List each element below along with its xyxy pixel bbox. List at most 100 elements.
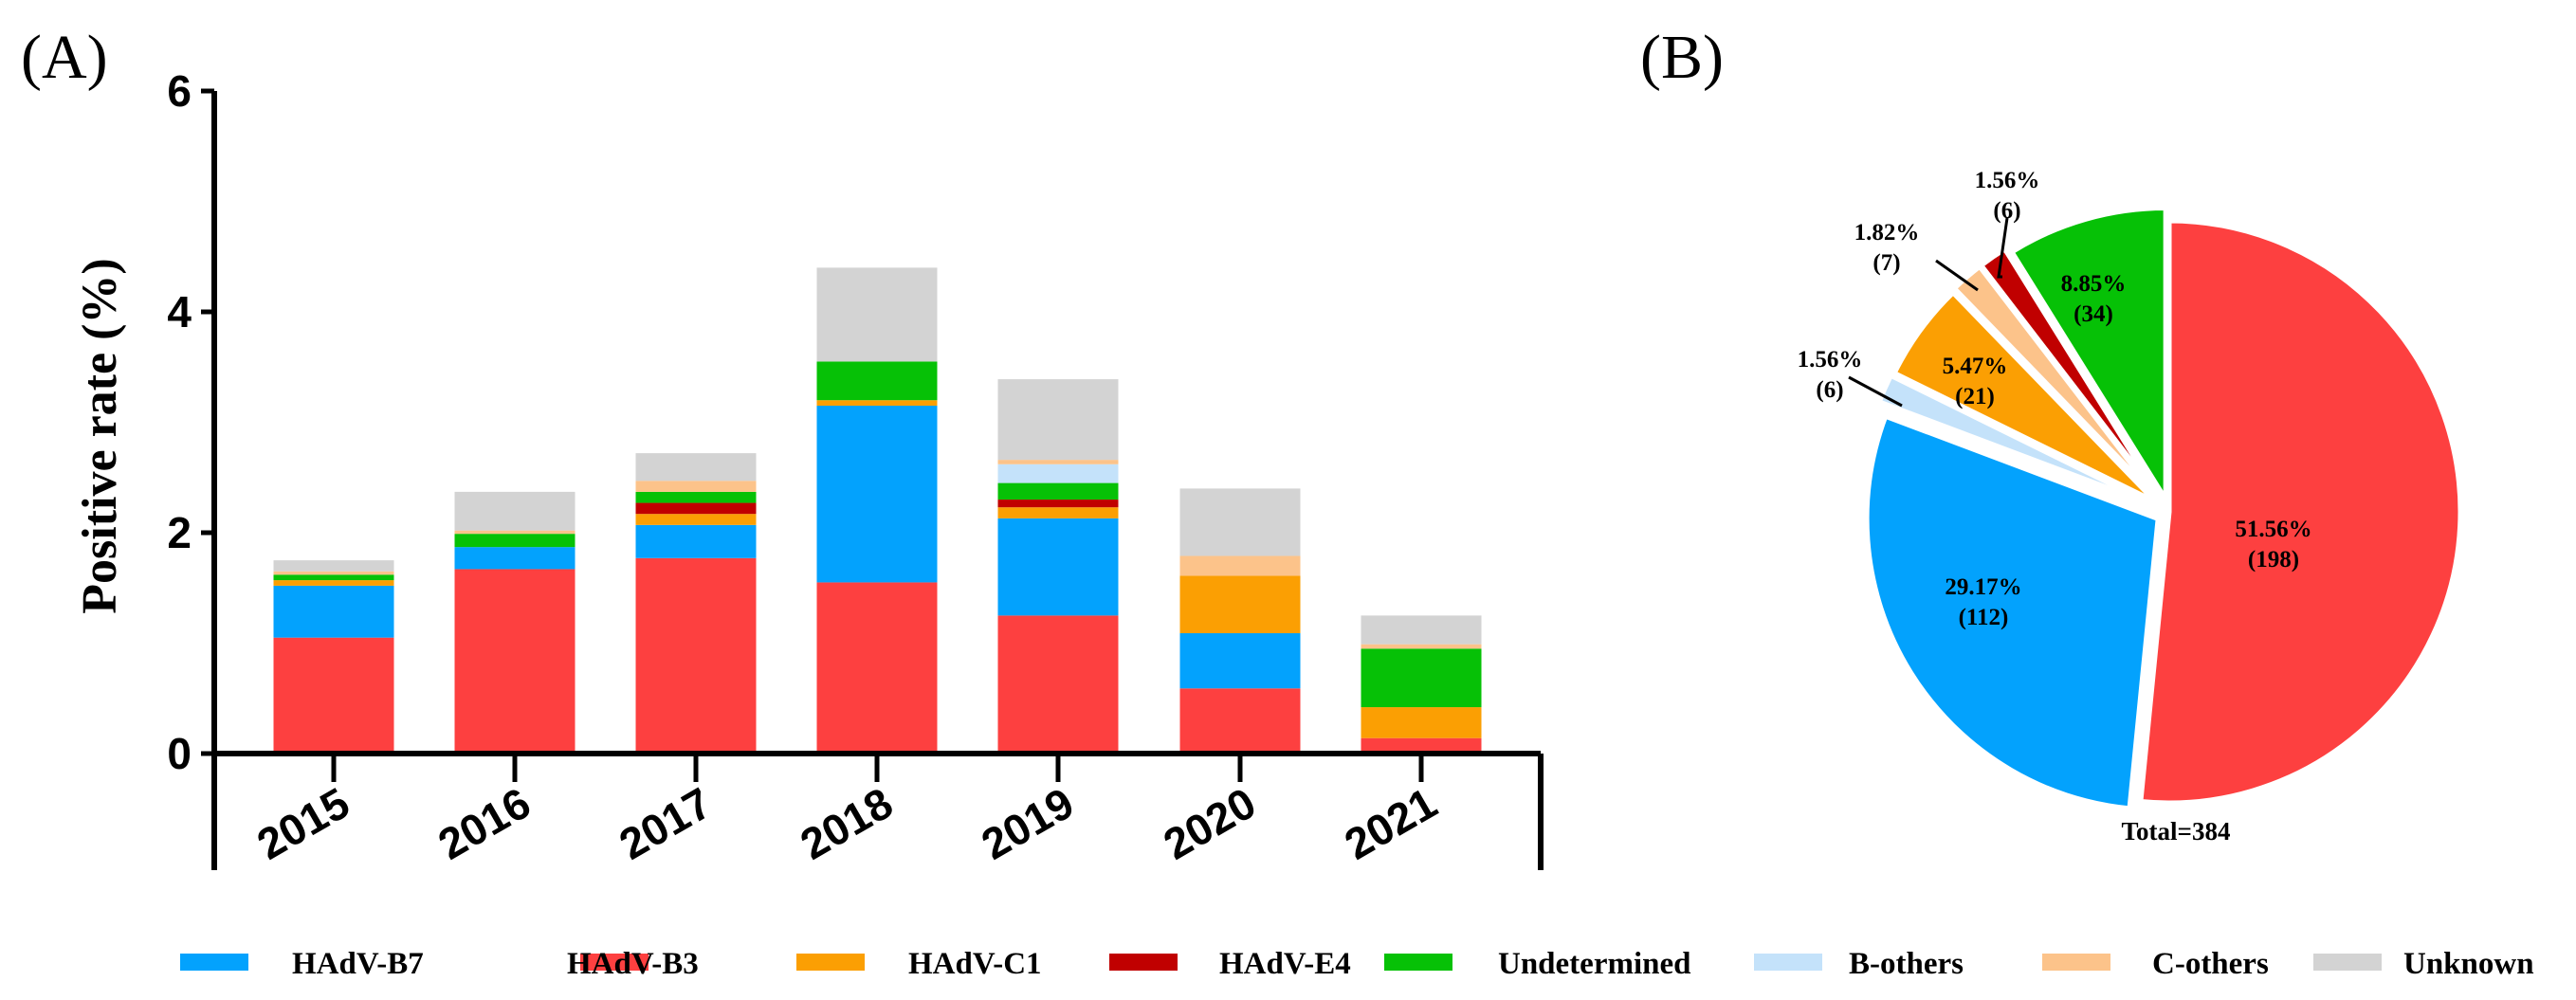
panel-a-label: (A)	[21, 23, 108, 92]
bar-c-others-2020	[1179, 555, 1301, 576]
bar-unknown-2021	[1361, 615, 1482, 645]
pie-slice-hadv-b3	[2138, 218, 2463, 806]
pie-percent-b-others: 1.56%	[1798, 347, 1863, 373]
bar-hadv-b3-2019	[997, 615, 1119, 754]
bar-hadv-c1-2015	[273, 580, 394, 586]
pie-slices	[1864, 206, 2463, 811]
legend-swatch-c-others	[2042, 954, 2110, 971]
pie-percent-undetermined: 8.85%	[2061, 271, 2127, 297]
bar-hadv-e4-2017	[635, 502, 757, 515]
pie-percent-hadv-c1: 5.47%	[1943, 354, 2008, 379]
y-axis-ticks: 0 2 4 6	[167, 66, 214, 778]
x-tick-label-2018: 2018	[792, 778, 901, 869]
bar-hadv-c1-2021	[1361, 707, 1482, 738]
bar-undetermined-2017	[635, 491, 757, 503]
pie-percent-c-others: 1.82%	[1854, 220, 1920, 245]
legend-swatch-unknown	[2313, 954, 2382, 971]
bar-undetermined-2019	[997, 482, 1119, 500]
pie-chart: 51.56% (198) 29.17% (112) 1.56% (6) 5.47% (21) 1…	[1798, 168, 2463, 845]
bar-hadv-c1-2020	[1179, 575, 1301, 634]
y-axis-label: Positive rate (%)	[73, 258, 127, 613]
legend-label-hadv-b7: HAdV-B7	[292, 947, 424, 981]
bar-hadv-c1-2018	[816, 400, 938, 407]
bar-c-others-2017	[635, 481, 757, 492]
bar-unknown-2020	[1179, 488, 1301, 556]
y-tick-label: 4	[167, 287, 192, 336]
pie-leader-c-others	[1935, 259, 1979, 292]
x-tick-label-2019: 2019	[973, 778, 1082, 869]
bar-undetermined-2015	[273, 574, 394, 581]
pie-percent-hadv-e4: 1.56%	[1975, 168, 2040, 193]
bar-c-others-2019	[997, 460, 1119, 464]
legend-label-undetermined: Undetermined	[1498, 947, 1690, 981]
legend-swatch-hadv-e4	[1109, 954, 1178, 971]
legend-label-hadv-e4: HAdV-E4	[1219, 947, 1351, 981]
pie-slice-hadv-e4	[1978, 245, 2161, 499]
bar-hadv-b7-2018	[816, 406, 938, 583]
pie-percent-hadv-b3: 51.56%	[2235, 517, 2311, 542]
bar-c-others-2015	[273, 571, 394, 575]
pie-count-b-others: (6)	[1816, 377, 1843, 403]
pie-leader-b-others	[1848, 375, 1903, 408]
bar-hadv-b3-2020	[1179, 688, 1301, 754]
pie-count-hadv-b3: (198)	[2248, 547, 2299, 573]
x-tick-label-2015: 2015	[248, 778, 357, 869]
bar-hadv-c1-2019	[997, 507, 1119, 518]
pie-slice-hadv-b7	[1864, 413, 2161, 811]
bar-c-others-2016	[454, 530, 575, 535]
x-tick-label-2020: 2020	[1155, 778, 1264, 869]
legend-swatch-b-others	[1754, 954, 1822, 971]
bar-unknown-2017	[635, 453, 757, 482]
legend-label-unknown: Unknown	[2403, 947, 2534, 981]
pie-count-hadv-e4: (6)	[1993, 198, 2020, 224]
y-tick-label: 6	[167, 66, 192, 116]
bar-unknown-2016	[454, 491, 575, 531]
legend-label-b-others: B-others	[1849, 947, 1964, 981]
bar-hadv-b3-2021	[1361, 737, 1482, 754]
pie-count-undetermined: (34)	[2074, 301, 2113, 327]
legend-swatch-hadv-b7	[180, 954, 248, 971]
bar-c-others-2021	[1361, 644, 1482, 649]
pie-count-hadv-b7: (112)	[1959, 605, 2009, 630]
pie-slice-b-others	[1876, 372, 2153, 507]
bar-hadv-b3-2018	[816, 582, 938, 754]
bar-hadv-b3-2015	[273, 637, 394, 754]
pie-leader-hadv-e4	[1997, 217, 2009, 279]
x-tick-label-2021: 2021	[1336, 778, 1445, 869]
legend-label-hadv-c1: HAdV-C1	[908, 947, 1042, 981]
y-tick-label: 2	[167, 508, 192, 557]
pie-percent-hadv-b7: 29.17%	[1945, 574, 2021, 600]
bar-unknown-2015	[273, 560, 394, 572]
pie-count-hadv-c1: (21)	[1955, 384, 1995, 409]
bar-b-others-2019	[997, 464, 1119, 483]
legend: HAdV-B7 HAdV-B3 HAdV-C1 HAdV-E4 Undetermined…	[180, 947, 2534, 981]
bar-hadv-b7-2016	[454, 547, 575, 570]
bar-undetermined-2016	[454, 534, 575, 548]
panel-b-label: (B)	[1640, 23, 1724, 92]
pie-slice-undetermined	[2008, 206, 2168, 508]
bars	[273, 267, 1482, 754]
legend-swatch-hadv-c1	[796, 954, 865, 971]
bar-hadv-b7-2020	[1179, 633, 1301, 689]
bar-hadv-c1-2017	[635, 514, 757, 525]
bar-undetermined-2018	[816, 361, 938, 401]
pie-count-c-others: (7)	[1873, 250, 1900, 276]
bar-unknown-2018	[816, 267, 938, 362]
legend-swatch-hadv-b3	[580, 954, 649, 971]
bar-hadv-b7-2017	[635, 524, 757, 558]
bar-unknown-2019	[997, 379, 1119, 461]
pie-slice-hadv-c1	[1891, 289, 2158, 504]
legend-swatch-undetermined	[1384, 954, 1452, 971]
bar-hadv-b7-2019	[997, 518, 1119, 616]
pie-total-label: Total=384	[2122, 817, 2231, 845]
y-tick-label: 0	[167, 729, 192, 778]
bar-hadv-b3-2017	[635, 557, 757, 754]
bar-hadv-b3-2016	[454, 569, 575, 754]
x-axis-ticks: 2015 2016 2017 2018 2019 2020 2021	[248, 754, 1445, 869]
x-tick-label-2016: 2016	[429, 778, 539, 869]
legend-label-hadv-b3: HAdV-B3	[567, 947, 699, 981]
legend-label-c-others: C-others	[2152, 947, 2269, 981]
bar-hadv-b7-2015	[273, 585, 394, 638]
